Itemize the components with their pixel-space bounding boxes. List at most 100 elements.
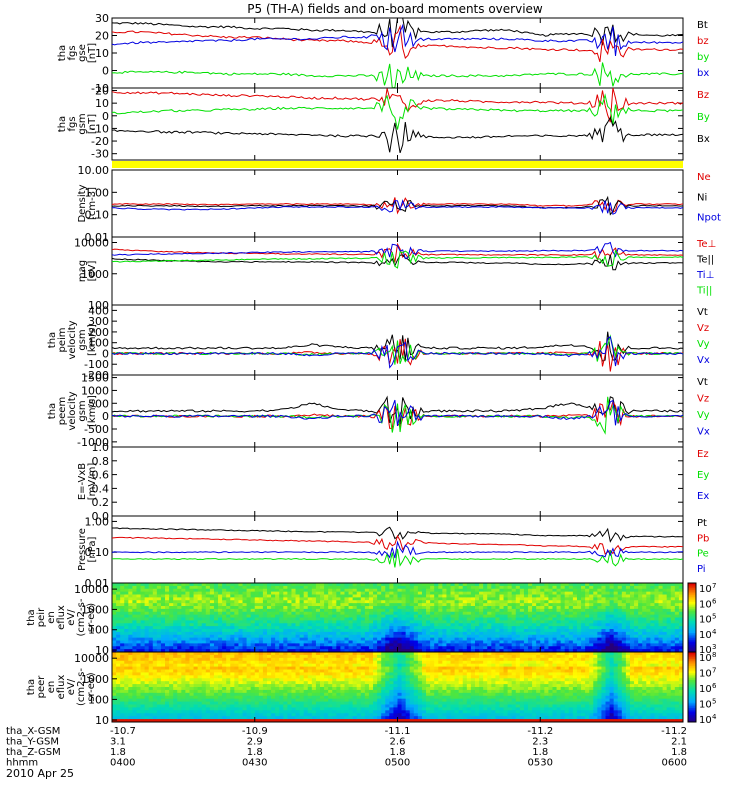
spectrogram-cell — [254, 657, 260, 662]
spectrogram-cell — [458, 591, 464, 595]
spectrogram-cell — [593, 594, 598, 598]
spectrogram-cell — [581, 606, 586, 610]
spectrogram-cell — [234, 695, 239, 700]
spectrogram-cell — [291, 585, 296, 590]
spectrogram-cell — [389, 583, 394, 587]
spectrogram-cell — [617, 637, 623, 641]
spectrogram-cell — [140, 681, 146, 685]
spectrogram-cell — [218, 719, 223, 723]
spectrogram-cell — [128, 681, 133, 685]
spectrogram-cell — [254, 603, 260, 607]
spectrogram-cell — [132, 710, 137, 714]
spectrogram-cell — [315, 591, 321, 595]
spectrogram-cell — [140, 608, 146, 613]
spectrogram-cell — [120, 591, 125, 595]
spectrogram-cell — [303, 675, 309, 679]
spectrogram-cell — [564, 614, 570, 618]
spectrogram-cell — [409, 588, 415, 593]
spectrogram-cell — [238, 649, 243, 653]
spectrogram-cell — [430, 626, 435, 630]
spectrogram-cell — [193, 626, 199, 630]
spectrogram-cell — [213, 660, 219, 665]
spectrogram-cell — [128, 704, 133, 708]
spectrogram-cell — [397, 629, 402, 633]
spectrogram-cell — [250, 689, 256, 694]
spectrogram-cell — [299, 591, 305, 595]
spectrogram-cell — [613, 594, 619, 598]
spectrogram-cell — [454, 643, 460, 647]
spectrogram-cell — [315, 669, 321, 673]
spectrogram-cell — [303, 719, 309, 723]
spectrogram-cell — [458, 649, 464, 653]
spectrogram-cell — [205, 692, 211, 697]
spectrogram-cell — [336, 608, 341, 613]
spectrogram-cell — [544, 611, 549, 616]
spectrogram-cell — [479, 620, 484, 624]
spectrogram-cell — [528, 608, 533, 613]
spectrogram-cell — [576, 631, 582, 636]
spectrogram-cell — [470, 629, 476, 633]
spectrogram-cell — [556, 594, 562, 598]
spectrogram-cell — [405, 649, 411, 653]
spectrogram-cell — [185, 629, 190, 633]
spectrogram-cell — [540, 597, 545, 601]
spectrogram-cell — [324, 617, 329, 621]
spectrogram-cell — [112, 669, 117, 673]
spectrogram-cell — [193, 701, 199, 705]
spectrogram-cell — [654, 649, 659, 653]
spectrogram-cell — [336, 603, 341, 607]
spectrogram-cell — [197, 698, 203, 702]
spectrogram-cell — [205, 704, 211, 708]
spectrogram-cell — [165, 663, 170, 667]
spectrogram-cell — [283, 623, 288, 627]
spectrogram-cell — [589, 597, 594, 601]
spectrogram-cell — [552, 631, 557, 636]
spectrogram-cell — [189, 654, 194, 659]
spectrogram-cell — [519, 583, 525, 587]
spectrogram-cell — [205, 649, 211, 653]
spectrogram-cell — [185, 669, 190, 673]
spectrogram-cell — [417, 591, 423, 595]
spectrogram-cell — [120, 620, 125, 624]
spectrogram-cell — [348, 629, 354, 633]
spectrogram-cell — [238, 692, 243, 697]
spectrogram-cell — [662, 591, 668, 595]
spectrogram-cell — [213, 707, 219, 711]
spectrogram-cell — [250, 692, 256, 697]
spectrogram-cell — [409, 631, 415, 636]
spectrogram-cell — [678, 620, 684, 624]
spectrogram-cell — [185, 585, 190, 590]
spectrogram-cell — [169, 701, 174, 705]
spectrogram-cell — [397, 649, 402, 653]
spectrogram-cell — [328, 626, 333, 630]
spectrogram-cell — [238, 640, 243, 644]
spectrogram-cell — [536, 611, 541, 616]
spectrogram-cell — [650, 588, 655, 593]
spectrogram-cell — [177, 588, 182, 593]
spectrogram-cell — [332, 594, 337, 598]
spectrogram-cell — [373, 585, 378, 590]
spectrogram-cell — [140, 657, 146, 662]
spectrogram-cell — [254, 681, 260, 685]
spectrogram-cell — [519, 600, 525, 604]
spectrogram-cell — [218, 660, 223, 665]
spectrogram-cell — [487, 623, 492, 627]
spectrogram-cell — [124, 600, 129, 604]
spectrogram-cell — [409, 640, 415, 644]
spectrogram-cell — [523, 631, 529, 636]
spectrogram-cell — [466, 646, 472, 650]
legend-label: Pi — [697, 564, 706, 575]
spectrogram-cell — [136, 594, 141, 598]
spectrogram-cell — [132, 608, 137, 613]
spectrogram-cell — [462, 631, 468, 636]
spectrogram-cell — [291, 657, 296, 662]
spectrogram-cell — [169, 597, 174, 601]
spectrogram-cell — [348, 620, 354, 624]
spectrogram-cell — [124, 643, 129, 647]
spectrogram-cell — [532, 620, 537, 624]
spectrogram-cell — [275, 698, 280, 702]
spectrogram-cell — [185, 698, 190, 702]
colorbar-cell — [688, 643, 696, 646]
spectrogram-cell — [523, 646, 529, 650]
spectrogram-cell — [165, 640, 170, 644]
